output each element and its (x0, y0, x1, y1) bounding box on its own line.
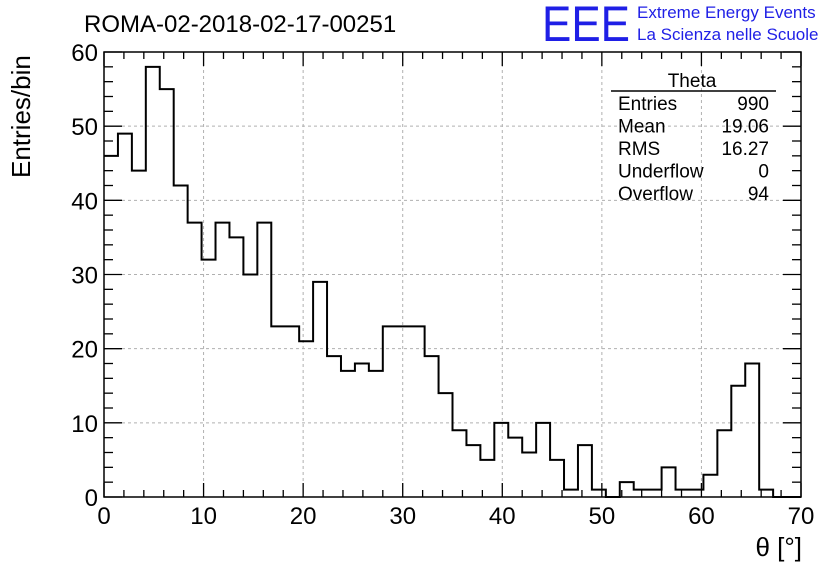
stats-label: Mean (618, 117, 666, 138)
stats-label: Overflow (618, 184, 693, 205)
stats-value: 990 (737, 94, 769, 115)
chart-title: ROMA-02-2018-02-17-00251 (84, 11, 396, 38)
x-tick-label: 60 (688, 503, 715, 530)
stats-label: Entries (618, 94, 677, 115)
y-tick-label: 50 (71, 114, 98, 141)
grid-lines (104, 52, 801, 497)
axis-ticks (103, 51, 802, 498)
y-tick-label: 20 (71, 337, 98, 364)
y-tick-label: 0 (85, 485, 98, 512)
logo-line2: La Scienza nelle Scuole (637, 25, 818, 44)
x-tick-label: 40 (489, 503, 516, 530)
x-tick-label: 30 (389, 503, 416, 530)
stats-value: 16.27 (721, 139, 769, 160)
y-tick-label: 60 (71, 40, 98, 67)
stats-box: Theta Entries 990 Mean 19.06 RMS 16.27 Underfl… (611, 71, 776, 205)
y-tick-label: 10 (71, 411, 98, 438)
y-tick-label: 40 (71, 188, 98, 215)
stats-value: 94 (748, 184, 770, 205)
x-tick-label: 70 (788, 503, 815, 530)
tick-labels: 0 10 20 30 40 50 60 70 0 10 20 30 40 50 60 (71, 40, 814, 530)
x-tick-label: 50 (589, 503, 616, 530)
logo-eee: EEE (542, 0, 630, 52)
stats-label: Underflow (618, 162, 704, 183)
eee-logo: EEE Extreme Energy Events La Scienza nel… (542, 0, 818, 52)
stats-title: Theta (668, 71, 717, 92)
x-axis-label: θ [°] (755, 532, 802, 562)
x-tick-label: 20 (290, 503, 317, 530)
stats-label: RMS (618, 139, 660, 160)
y-axis-label: Entries/bin (6, 55, 36, 178)
y-tick-label: 30 (71, 263, 98, 290)
x-tick-label: 0 (97, 503, 110, 530)
x-tick-label: 10 (190, 503, 217, 530)
stats-value: 0 (758, 162, 769, 183)
stats-value: 19.06 (721, 117, 769, 138)
histogram-line (104, 65, 801, 498)
logo-line1: Extreme Energy Events (637, 3, 816, 22)
stats-rows: Entries 990 Mean 19.06 RMS 16.27 Underflow 0 Ove… (618, 94, 769, 205)
